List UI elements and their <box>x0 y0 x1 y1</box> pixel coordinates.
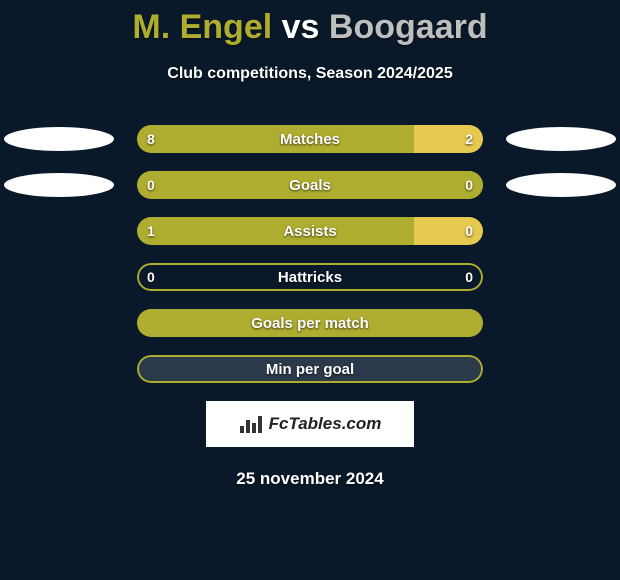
stat-bar: Min per goal <box>137 355 483 383</box>
watermark: FcTables.com <box>206 401 414 447</box>
player2-name: Boogaard <box>329 8 488 46</box>
stat-value-right: 0 <box>455 217 483 245</box>
stat-value-left: 8 <box>137 125 165 153</box>
stat-bar: Assists1 0 <box>137 217 483 245</box>
bars-icon <box>239 414 263 434</box>
stat-label: Goals per match <box>137 309 483 337</box>
stat-bar: Goals0 0 <box>137 171 483 199</box>
player1-name: M. Engel <box>132 8 272 46</box>
stat-label: Matches <box>137 125 483 153</box>
watermark-text: FcTables.com <box>269 414 382 434</box>
footer-date: 25 november 2024 <box>0 469 620 489</box>
subtitle: Club competitions, Season 2024/2025 <box>0 65 620 83</box>
stat-value-left: 1 <box>137 217 165 245</box>
stat-bar: Goals per match <box>137 309 483 337</box>
player1-badge <box>4 127 114 151</box>
stat-label: Min per goal <box>137 355 483 383</box>
comparison-title: M. Engel vs Boogaard <box>0 0 620 47</box>
stat-row: Goals per match <box>0 309 620 337</box>
stat-value-right: 2 <box>455 125 483 153</box>
player1-badge <box>4 173 114 197</box>
stat-value-left: 0 <box>137 263 165 291</box>
player2-badge <box>506 173 616 197</box>
stat-row: Hattricks0 0 <box>0 263 620 291</box>
stat-row: Min per goal <box>0 355 620 383</box>
vs-text: vs <box>282 8 320 46</box>
stat-value-right: 0 <box>455 171 483 199</box>
player2-badge <box>506 127 616 151</box>
stat-bar: Hattricks0 0 <box>137 263 483 291</box>
stat-value-right: 0 <box>455 263 483 291</box>
stat-value-left: 0 <box>137 171 165 199</box>
stat-label: Assists <box>137 217 483 245</box>
stat-bar: Matches8 2 <box>137 125 483 153</box>
stat-label: Goals <box>137 171 483 199</box>
comparison-chart: Matches82Goals00Assists10Hattricks00Goal… <box>0 125 620 383</box>
stat-label: Hattricks <box>137 263 483 291</box>
stat-row: Assists1 0 <box>0 217 620 245</box>
stat-row: Goals0 0 <box>0 171 620 199</box>
stat-row: Matches8 2 <box>0 125 620 153</box>
